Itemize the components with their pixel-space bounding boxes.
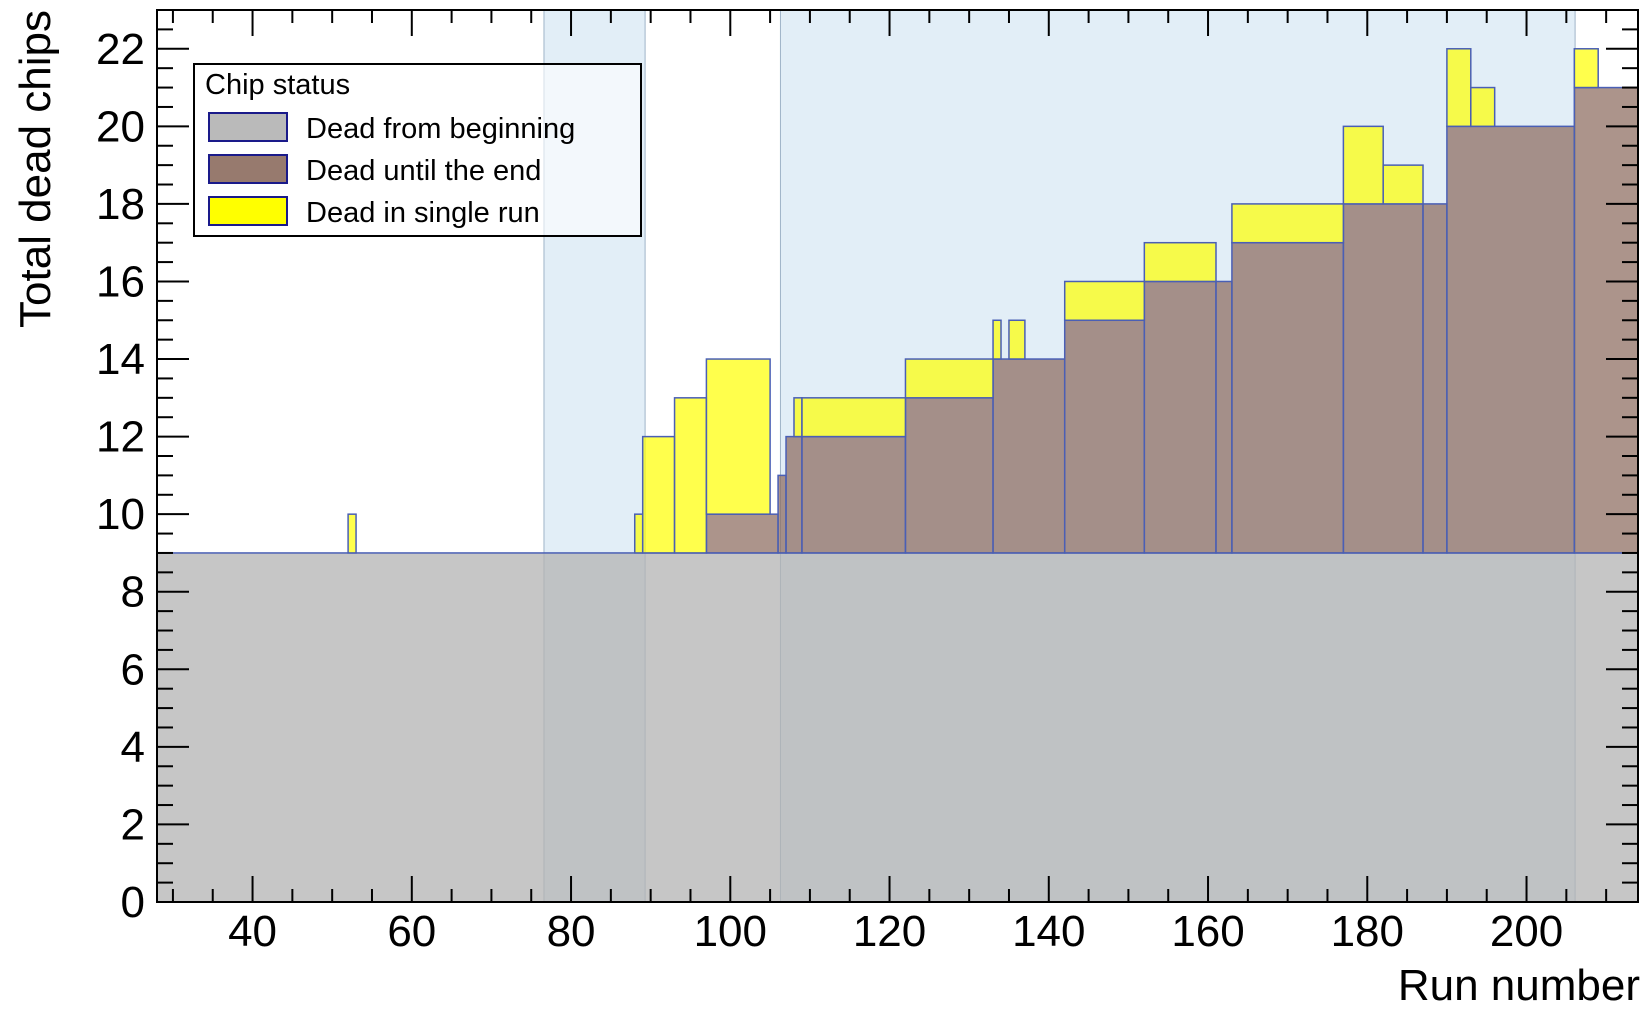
legend-label: Dead from beginning (306, 113, 575, 145)
y-tick-label: 18 (96, 180, 145, 229)
bar-dead-single-run-8 (992, 319, 1002, 360)
bar-dead-until-end-0 (705, 513, 779, 554)
bar-dead-single-run-12 (1231, 203, 1345, 244)
y-axis-title: Total dead chips (11, 10, 60, 328)
bar-dead-until-end-8 (1215, 280, 1233, 554)
bar-dead-single-run-7 (904, 358, 994, 399)
y-tick-label: 22 (96, 25, 145, 74)
bar-dead-from-beginning-0 (156, 552, 1639, 903)
x-tick-label: 200 (1490, 907, 1563, 956)
legend-title: Chip status (205, 69, 350, 101)
bar-dead-single-run-4 (705, 358, 771, 515)
legend-swatch (208, 154, 288, 184)
histogram-bars (156, 48, 1639, 903)
y-tick-label: 0 (121, 878, 145, 927)
y-tick-label: 14 (96, 335, 145, 384)
bar-dead-single-run-1 (633, 513, 644, 554)
bar-dead-until-end-12 (1446, 125, 1576, 554)
bar-dead-until-end-5 (992, 358, 1066, 554)
bar-dead-until-end-2 (785, 435, 803, 554)
bar-dead-until-end-7 (1143, 280, 1217, 554)
y-tick-label: 8 (121, 568, 145, 617)
x-tick-label: 180 (1331, 907, 1404, 956)
bar-dead-single-run-14 (1382, 164, 1424, 205)
legend-label: Dead in single run (306, 197, 540, 229)
legend-swatch (208, 112, 288, 142)
x-tick-label: 160 (1171, 907, 1244, 956)
tick-labels: 40 60 80 100 120 140 160 180 200 0 2 4 6 8 10 12 14 16 18 2… (96, 25, 1563, 956)
bar-dead-single-run-11 (1143, 241, 1217, 283)
plot-frame (156, 9, 1639, 903)
y-tick-label: 2 (121, 800, 145, 849)
y-tick-label: 6 (121, 645, 145, 694)
bar-dead-single-run-16 (1470, 86, 1496, 128)
bar-dead-single-run-3 (673, 397, 708, 554)
bar-dead-single-run-2 (641, 435, 676, 554)
x-tick-label: 120 (853, 907, 926, 956)
y-tick-label: 10 (96, 490, 145, 539)
bar-dead-until-end-11 (1422, 203, 1448, 554)
bar-dead-until-end-10 (1342, 203, 1424, 554)
x-tick-label: 100 (694, 907, 767, 956)
bar-dead-single-run-9 (1008, 319, 1026, 360)
bar-dead-until-end-1 (777, 474, 787, 554)
y-tick-label: 16 (96, 257, 145, 306)
x-axis-title: Run number (1398, 961, 1640, 1010)
legend: Chip status Dead from beginning Dead unti… (193, 63, 642, 237)
legend-box (193, 63, 642, 237)
bar-dead-until-end-9 (1231, 241, 1345, 554)
bar-dead-single-run-5 (793, 397, 803, 438)
x-tick-label: 140 (1012, 907, 1085, 956)
bar-dead-single-run-15 (1446, 48, 1472, 128)
bar-dead-single-run-17 (1573, 48, 1599, 89)
axis-ticks (157, 9, 1638, 903)
legend-swatch (208, 196, 288, 226)
bar-dead-until-end-4 (904, 397, 994, 554)
legend-entries: Dead from beginning Dead until the end Dea… (208, 112, 575, 229)
y-tick-label: 12 (96, 413, 145, 462)
x-tick-label: 80 (547, 907, 596, 956)
y-tick-label: 20 (96, 102, 145, 151)
bar-dead-single-run-13 (1342, 125, 1384, 205)
bar-dead-single-run-6 (801, 397, 907, 438)
bar-dead-single-run-0 (347, 513, 357, 554)
x-tick-label: 60 (387, 907, 436, 956)
bar-dead-until-end-3 (801, 435, 907, 554)
legend-label: Dead until the end (306, 155, 541, 187)
bar-dead-until-end-6 (1063, 319, 1146, 554)
y-tick-label: 4 (121, 723, 145, 772)
x-tick-label: 40 (228, 907, 277, 956)
bar-dead-single-run-10 (1063, 280, 1146, 322)
